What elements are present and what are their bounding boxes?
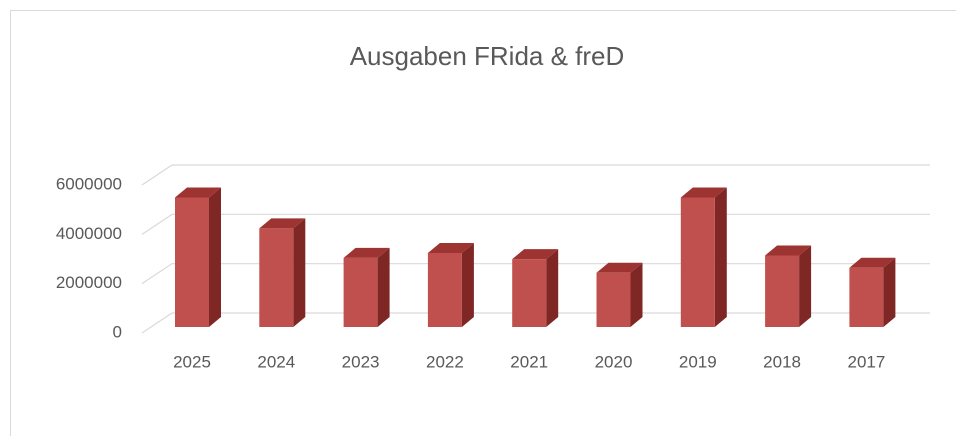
bar-face	[377, 247, 390, 327]
bar	[765, 245, 812, 327]
bar-face	[680, 187, 727, 198]
bar-face	[461, 243, 474, 327]
bar	[512, 249, 559, 327]
bar-face	[765, 255, 800, 327]
bar-face	[427, 243, 474, 253]
bar-face	[512, 259, 547, 327]
bar-face	[175, 187, 221, 198]
bar	[343, 247, 390, 327]
bar-face	[883, 257, 896, 327]
y-tick-label: 2000000	[56, 273, 122, 292]
grid-line	[141, 263, 930, 285]
bar	[175, 187, 221, 327]
grid-line	[141, 213, 930, 235]
bar-face	[343, 257, 378, 327]
bar	[427, 243, 474, 327]
bar-face	[765, 245, 812, 256]
y-tick-label: 4000000	[56, 224, 122, 243]
bar-face	[343, 247, 390, 258]
x-tick-label: 2024	[257, 352, 295, 371]
bar-face	[209, 187, 221, 327]
chart-area	[10, 10, 956, 436]
bar-face	[680, 197, 715, 327]
bar	[259, 218, 306, 327]
bar-face	[596, 272, 631, 327]
grid-line	[141, 312, 930, 334]
bar-face	[849, 267, 884, 327]
grid-line	[141, 164, 930, 186]
x-tick-label: 2017	[847, 352, 885, 371]
x-tick-label: 2023	[342, 352, 380, 371]
y-tick-label: 6000000	[56, 174, 122, 193]
x-tick-label: 2018	[763, 352, 801, 371]
bar	[596, 262, 643, 327]
bar-face	[714, 187, 727, 327]
bar	[680, 187, 727, 327]
bar-face	[175, 197, 209, 327]
bar-face	[546, 249, 559, 327]
bar-face	[630, 262, 643, 327]
bar-face	[259, 228, 294, 327]
bar	[849, 257, 896, 327]
x-tick-label: 2021	[510, 352, 548, 371]
bar-face	[596, 262, 643, 273]
bar-face	[512, 249, 559, 260]
bar-face	[427, 253, 462, 327]
bar-face	[293, 218, 306, 327]
bar-face	[849, 257, 896, 268]
chart-title: Ausgaben FRida & freD	[350, 41, 625, 71]
y-tick-label: 0	[113, 322, 122, 341]
x-tick-label: 2022	[426, 352, 464, 371]
bar-face	[259, 218, 306, 229]
x-tick-label: 2020	[595, 352, 633, 371]
x-tick-label: 2019	[679, 352, 717, 371]
bar-face	[799, 245, 812, 327]
x-tick-label: 2025	[173, 352, 211, 371]
